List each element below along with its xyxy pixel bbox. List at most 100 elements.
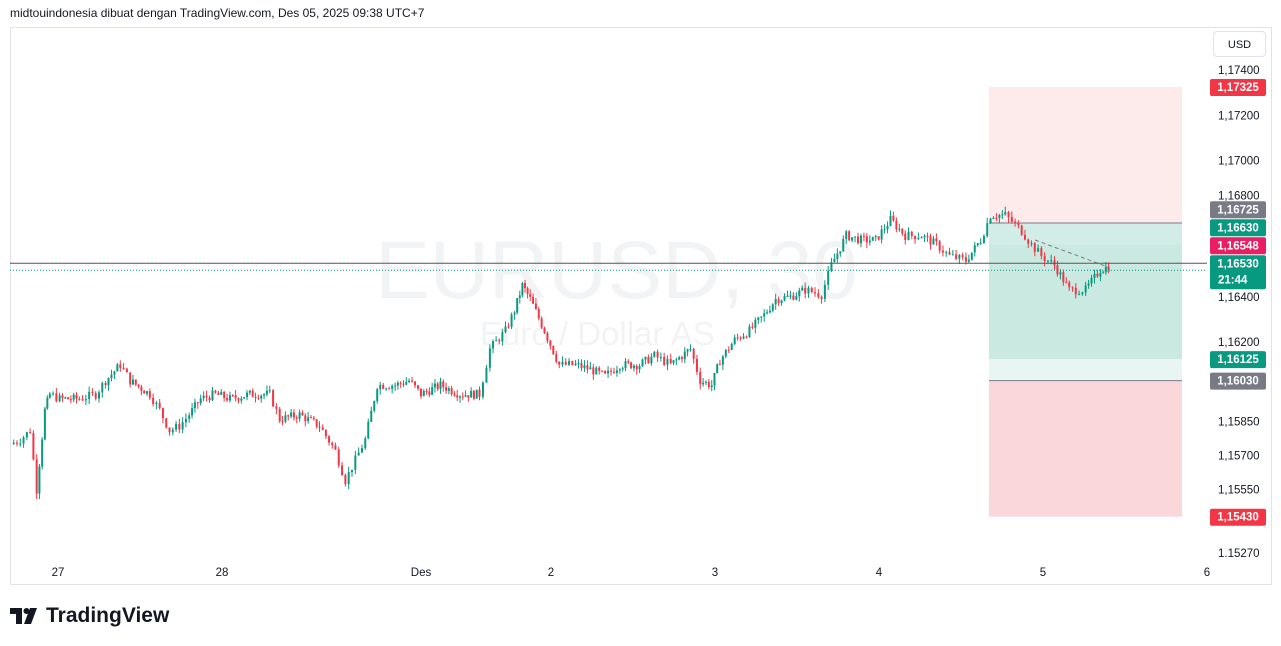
candle-up — [716, 364, 719, 373]
candle-up — [932, 238, 935, 245]
candle-up — [113, 371, 116, 375]
candle-up — [243, 397, 246, 399]
candle-down — [777, 298, 780, 304]
candle-up — [181, 422, 184, 430]
candle-up — [12, 442, 15, 445]
candle-down — [718, 364, 721, 366]
candle-down — [324, 429, 327, 437]
candle-down — [948, 251, 951, 255]
candle-down — [534, 303, 537, 310]
time-tick: 5 — [1040, 567, 1046, 579]
tradingview-logo[interactable]: TradingView — [10, 604, 169, 628]
candle-up — [730, 344, 733, 350]
candle-down — [295, 417, 298, 419]
candle-up — [1030, 243, 1033, 245]
candle-up — [364, 438, 367, 449]
candle-down — [467, 395, 470, 398]
candle-down — [287, 415, 290, 417]
price-label: 1,16125 — [1217, 354, 1259, 366]
candle-up — [675, 359, 678, 361]
countdown: 21:44 — [1218, 274, 1248, 286]
candle-up — [678, 357, 681, 360]
candle-down — [540, 318, 543, 328]
candle-up — [845, 231, 848, 239]
candle-up — [624, 361, 627, 369]
candle-up — [704, 381, 707, 383]
candle-down — [862, 235, 865, 237]
candle-up — [748, 326, 751, 337]
time-tick: 28 — [216, 567, 229, 579]
candle-up — [513, 312, 516, 315]
candle-down — [436, 383, 439, 389]
candle-up — [618, 369, 621, 371]
candle-down — [75, 394, 78, 399]
candle-down — [341, 465, 344, 476]
candle-down — [1020, 225, 1023, 235]
candle-up — [833, 259, 836, 263]
candle-up — [760, 316, 763, 318]
candle-down — [143, 390, 146, 394]
candle-down — [125, 368, 128, 373]
candle-down — [877, 236, 880, 240]
candle-up — [851, 237, 854, 241]
candle-down — [388, 388, 391, 390]
candle-down — [292, 412, 295, 418]
candle-down — [254, 396, 257, 398]
alert-price-label: 1,16548 — [1217, 240, 1259, 252]
candle-up — [920, 237, 923, 239]
candle-up — [439, 381, 442, 389]
candle-up — [1102, 272, 1105, 274]
candle-down — [217, 392, 220, 395]
candle-down — [16, 442, 18, 444]
candle-up — [246, 392, 249, 398]
currency-button[interactable]: USD — [1213, 31, 1266, 57]
price-tick: 1,15700 — [1218, 450, 1260, 462]
candle-up — [621, 368, 624, 370]
candle-up — [184, 418, 187, 423]
price-label: 1,16630 — [1217, 222, 1259, 234]
candle-down — [315, 419, 318, 427]
candle-down — [745, 336, 748, 338]
candle-down — [669, 359, 672, 364]
candle-up — [842, 238, 845, 252]
price-label-bg — [1210, 79, 1266, 97]
candle-up — [64, 397, 67, 399]
price-label-bg — [1210, 351, 1266, 369]
candle-up — [989, 218, 992, 224]
candle-down — [281, 421, 284, 423]
candle-up — [1001, 214, 1004, 216]
candle-up — [1004, 212, 1007, 215]
candle-up — [464, 395, 467, 397]
price-tick: 1,17400 — [1218, 65, 1260, 77]
candle-down — [158, 402, 161, 409]
candle-down — [610, 370, 613, 372]
candle-down — [865, 236, 868, 243]
candle-down — [498, 340, 501, 342]
candle-down — [814, 292, 817, 294]
candle-up — [1090, 277, 1093, 284]
candle-up — [1104, 267, 1107, 273]
candle-up — [702, 382, 705, 385]
candle-up — [422, 390, 425, 397]
candle-down — [1071, 287, 1074, 289]
candle-down — [94, 392, 97, 399]
candle-up — [510, 314, 513, 327]
candle-down — [524, 283, 526, 289]
candle-down — [612, 371, 615, 373]
candle-up — [357, 452, 360, 456]
candle-down — [529, 293, 532, 297]
candle-down — [137, 384, 140, 387]
candle-up — [521, 283, 524, 296]
candle-up — [976, 243, 979, 246]
candle-down — [208, 397, 211, 401]
candle-down — [1068, 282, 1071, 288]
price-label: 1,15430 — [1217, 512, 1259, 524]
candle-up — [25, 432, 28, 438]
candle-up — [22, 437, 25, 444]
candle-down — [555, 354, 558, 362]
candle-up — [396, 382, 399, 386]
candle-up — [240, 398, 243, 401]
candle-up — [780, 300, 783, 304]
candle-down — [29, 432, 32, 434]
